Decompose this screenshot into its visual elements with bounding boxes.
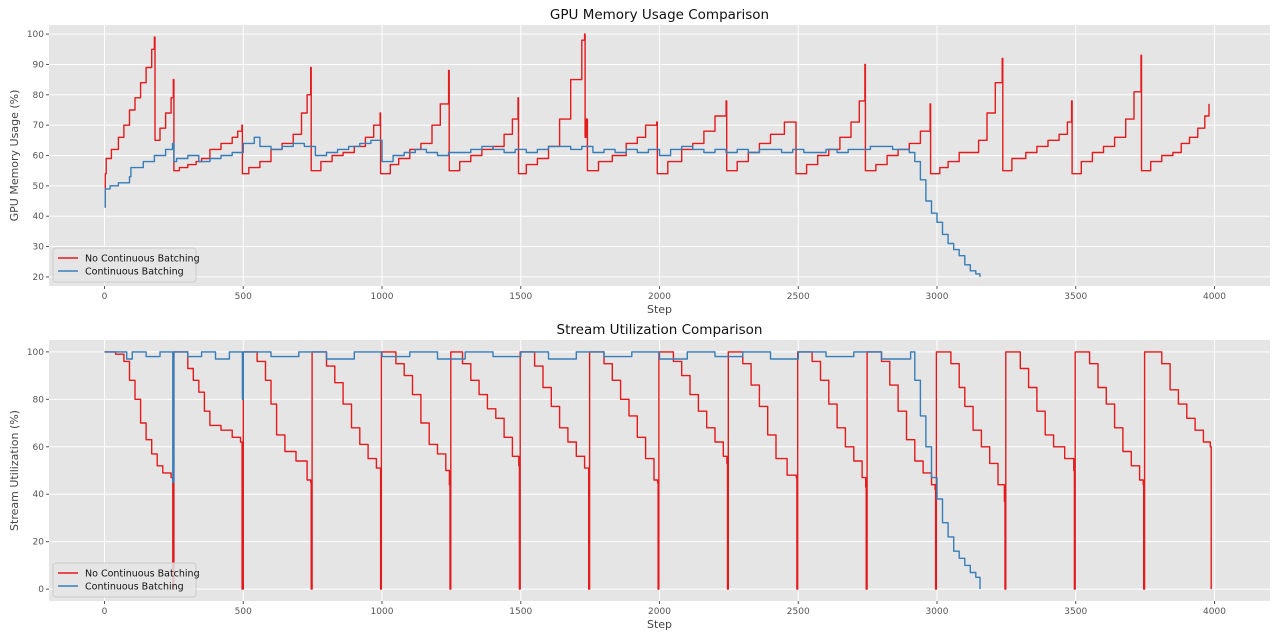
x-tick-label: 500	[235, 607, 252, 617]
x-axis-label: Step	[647, 618, 672, 631]
chart-title: GPU Memory Usage Comparison	[550, 7, 769, 23]
x-tick-label: 1500	[509, 607, 532, 617]
x-tick-label: 3500	[1064, 607, 1087, 617]
x-tick-label: 3000	[926, 607, 949, 617]
y-axis-ticks: 0 20 40 60 80 100	[27, 348, 49, 595]
x-tick-label: 1500	[509, 292, 532, 302]
legend-label-no-batching: No Continuous Batching	[85, 569, 200, 580]
y-tick-label: 50	[33, 182, 45, 192]
series-line-no-batching	[104, 351, 1212, 590]
y-tick-label: 40	[33, 212, 45, 222]
legend-label-no-batching: No Continuous Batching	[85, 254, 200, 265]
legend-box	[52, 562, 197, 598]
x-tick-label: 500	[235, 292, 252, 302]
x-tick-label: 4000	[1203, 292, 1226, 302]
series-line-no-batching	[104, 33, 1210, 208]
x-tick-label: 2500	[787, 292, 810, 302]
series-line-batching	[104, 136, 981, 277]
chart-title: Stream Utilization Comparison	[557, 322, 763, 338]
y-axis-label: Stream Utilization (%)	[8, 410, 21, 531]
x-tick-label: 2500	[787, 607, 810, 617]
y-tick-label: 40	[33, 490, 45, 500]
y-axis-label: GPU Memory Usage (%)	[8, 90, 21, 222]
x-axis-label: Step	[647, 303, 672, 316]
x-tick-label: 3500	[1064, 292, 1087, 302]
y-tick-label: 60	[33, 443, 45, 453]
legend-label-batching: Continuous Batching	[85, 582, 184, 593]
y-tick-label: 0	[38, 585, 44, 595]
legend-box	[52, 247, 197, 283]
x-tick-label: 4000	[1203, 607, 1226, 617]
y-tick-label: 100	[27, 30, 44, 40]
y-axis-ticks: 20 30 40 50 60 70 80 90 100	[27, 30, 49, 283]
y-tick-label: 70	[33, 121, 45, 131]
y-tick-label: 80	[33, 395, 45, 405]
y-tick-label: 80	[33, 91, 45, 101]
x-tick-label: 0	[102, 607, 108, 617]
y-tick-label: 90	[33, 60, 45, 70]
x-tick-label: 1000	[371, 607, 394, 617]
x-axis-ticks: 0 500 1000 1500 2000 2500 3000 3500 4000	[102, 601, 1226, 617]
y-tick-label: 100	[27, 348, 44, 358]
x-tick-label: 2000	[648, 607, 671, 617]
x-tick-label: 0	[102, 292, 108, 302]
y-tick-label: 60	[33, 152, 45, 162]
x-axis-ticks: 0 500 1000 1500 2000 2500 3000 3500 4000	[102, 286, 1226, 302]
series-lines	[104, 33, 1210, 277]
y-tick-label: 20	[33, 538, 45, 548]
series-lines	[104, 351, 1212, 590]
series-line-batching	[104, 351, 981, 590]
gpu-memory-chart: 0 500 1000 1500 2000 2500 3000 3500 4000 20 30 40 5…	[8, 7, 1270, 316]
legend-label-batching: Continuous Batching	[85, 267, 184, 278]
legend: No Continuous Batching Continuous Batchi…	[52, 562, 200, 598]
stream-utilization-chart: 0 500 1000 1500 2000 2500 3000 3500 4000 0 20 40 60…	[8, 322, 1270, 631]
x-tick-label: 2000	[648, 292, 671, 302]
y-tick-label: 20	[33, 273, 45, 283]
y-tick-label: 30	[33, 243, 45, 253]
x-tick-label: 1000	[371, 292, 394, 302]
legend: No Continuous Batching Continuous Batchi…	[52, 247, 200, 283]
gridlines	[49, 25, 1270, 286]
x-tick-label: 3000	[926, 292, 949, 302]
